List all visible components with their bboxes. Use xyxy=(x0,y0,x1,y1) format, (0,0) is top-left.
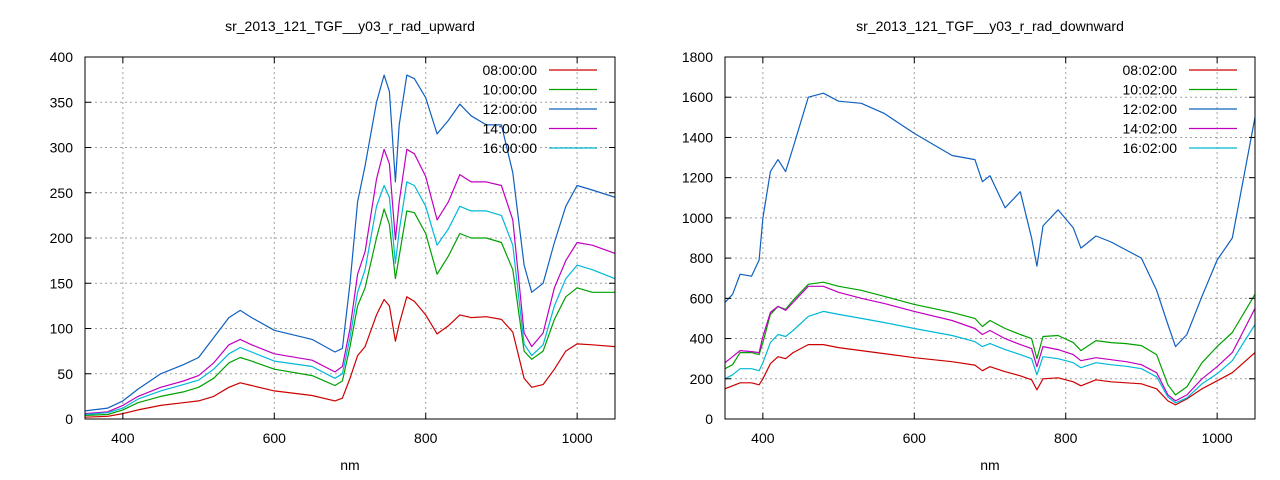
y-tick-label: 1600 xyxy=(682,89,713,105)
legend: 08:02:00 10:02:00 12:02:00 14:02:00 16:02:00 xyxy=(1123,62,1237,156)
legend: 08:00:00 10:00:00 12:00:00 14:00:00 16:00:00 xyxy=(483,62,597,156)
series-line-100000 xyxy=(85,208,615,416)
series-line-160000 xyxy=(85,181,615,416)
chart-title: sr_2013_121_TGF__y03_r_rad_downward xyxy=(856,18,1124,34)
series-line-140200 xyxy=(725,285,1255,402)
legend-label: 12:00:00 xyxy=(483,101,538,117)
upward-chart: 400 600 800 1000 0 50 100 150 200 250 300 350 400 sr_… xyxy=(50,18,616,473)
x-tick-label: 600 xyxy=(903,430,927,446)
y-tick-label: 200 xyxy=(50,230,74,246)
upward-chart-svg: 400 600 800 1000 0 50 100 150 200 250 300 350 400 sr_… xyxy=(50,18,616,473)
series-group xyxy=(725,92,1255,406)
series-line-100200 xyxy=(725,281,1255,396)
legend-label: 10:02:00 xyxy=(1123,82,1178,98)
series-line-120200 xyxy=(725,92,1255,348)
legend-label: 10:00:00 xyxy=(483,82,538,98)
y-tick-label: 200 xyxy=(690,371,714,387)
y-tick-label: 1400 xyxy=(682,129,713,145)
legend-label: 14:00:00 xyxy=(483,121,538,137)
legend-label: 14:02:00 xyxy=(1123,121,1178,137)
y-tick-label: 1800 xyxy=(682,49,713,65)
y-tick-label: 250 xyxy=(50,185,74,201)
x-tick-label: 800 xyxy=(414,430,438,446)
x-tick-label: 1000 xyxy=(562,430,593,446)
chart-title: sr_2013_121_TGF__y03_r_rad_upward xyxy=(225,18,475,34)
y-tick-label: 600 xyxy=(690,290,714,306)
y-tick-label: 0 xyxy=(65,411,73,427)
series-group xyxy=(85,74,615,418)
y-tick-label: 50 xyxy=(57,366,73,382)
legend-label: 08:00:00 xyxy=(483,62,538,78)
y-tick-label: 1200 xyxy=(682,170,713,186)
y-tick-label: 400 xyxy=(690,331,714,347)
series-line-120000 xyxy=(85,74,615,412)
y-tick-label: 150 xyxy=(50,275,74,291)
x-tick-label: 800 xyxy=(1054,430,1078,446)
x-axis-label: nm xyxy=(980,457,999,473)
x-tick-label: 1000 xyxy=(1202,430,1233,446)
legend-label: 12:02:00 xyxy=(1123,101,1178,117)
x-tick-label: 400 xyxy=(111,430,135,446)
legend-label: 16:00:00 xyxy=(483,140,538,156)
downward-chart-svg: 400 600 800 1000 0 200 400 600 800 1000 1200 1400 16… xyxy=(682,18,1256,473)
y-tick-label: 400 xyxy=(50,49,74,65)
series-line-080000 xyxy=(85,296,615,418)
downward-chart: 400 600 800 1000 0 200 400 600 800 1000 1200 1400 16… xyxy=(640,0,1280,480)
y-tick-label: 350 xyxy=(50,94,74,110)
x-tick-label: 600 xyxy=(263,430,287,446)
legend-label: 16:02:00 xyxy=(1123,140,1178,156)
y-tick-label: 300 xyxy=(50,140,74,156)
legend-label: 08:02:00 xyxy=(1123,62,1178,78)
y-tick-label: 0 xyxy=(705,411,713,427)
y-tick-label: 800 xyxy=(690,250,714,266)
x-axis-label: nm xyxy=(340,457,359,473)
x-tick-label: 400 xyxy=(751,430,775,446)
series-line-080200 xyxy=(725,344,1255,406)
y-tick-label: 1000 xyxy=(682,210,713,226)
series-line-160200 xyxy=(725,310,1255,404)
plot-frame xyxy=(724,56,1256,420)
series-line-140000 xyxy=(85,148,615,415)
y-tick-label: 100 xyxy=(50,321,74,337)
